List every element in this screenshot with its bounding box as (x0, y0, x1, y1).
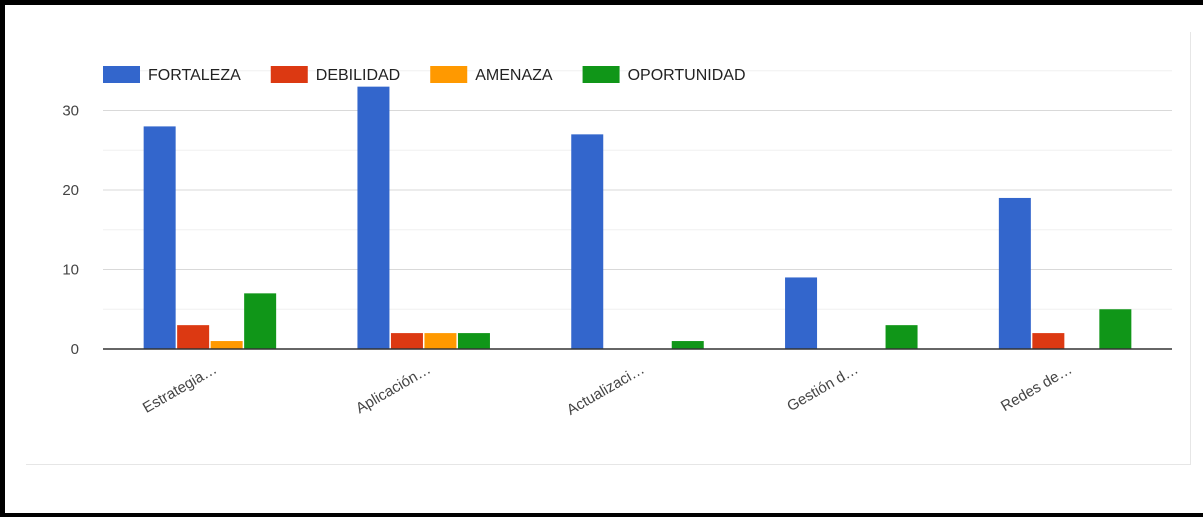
x-category-label: Estrategia… (140, 361, 220, 417)
bar-fortaleza[interactable] (998, 197, 1031, 349)
bar-oportunidad[interactable] (671, 341, 704, 349)
y-tick-label: 10 (62, 262, 79, 279)
bar-debilidad[interactable] (1032, 333, 1065, 349)
gridlines (103, 70, 1172, 310)
legend-swatch (103, 66, 140, 83)
y-axis: 0 10 20 30 (62, 103, 79, 359)
bar-oportunidad[interactable] (1099, 309, 1132, 349)
bar-amenaza[interactable] (210, 341, 243, 349)
bars (143, 86, 1132, 350)
bar-amenaza[interactable] (424, 333, 457, 349)
bar-oportunidad[interactable] (457, 333, 490, 349)
legend-label: FORTALEZA (148, 67, 241, 84)
x-category-label: Gestión d… (784, 361, 861, 415)
legend-label: AMENAZA (475, 67, 553, 84)
x-category-label: Aplicación… (353, 361, 434, 417)
y-tick-label: 30 (62, 103, 79, 120)
x-axis: Estrategia… Aplicación… Actualizaci… Gestió… (103, 348, 1172, 419)
bar-fortaleza[interactable] (143, 126, 176, 350)
x-category-label: Actualizaci… (564, 361, 648, 419)
y-tick-label: 0 (71, 341, 79, 358)
legend: FORTALEZA DEBILIDAD AMENAZA OPORTUNIDAD (103, 66, 746, 84)
bar-oportunidad[interactable] (885, 325, 918, 349)
legend-label: DEBILIDAD (316, 67, 400, 84)
legend-swatch (270, 66, 308, 83)
legend-label: OPORTUNIDAD (628, 67, 746, 84)
x-category-label: Redes de… (998, 361, 1075, 415)
bar-debilidad[interactable] (177, 325, 210, 349)
bar-fortaleza[interactable] (571, 134, 604, 349)
legend-swatch (430, 66, 468, 83)
legend-swatch (582, 66, 620, 83)
chart-card (26, 32, 1191, 465)
y-tick-label: 20 (62, 182, 79, 199)
bar-oportunidad[interactable] (244, 293, 277, 349)
bar-debilidad[interactable] (390, 333, 423, 349)
bar-fortaleza[interactable] (357, 86, 390, 350)
bar-fortaleza[interactable] (785, 277, 818, 349)
